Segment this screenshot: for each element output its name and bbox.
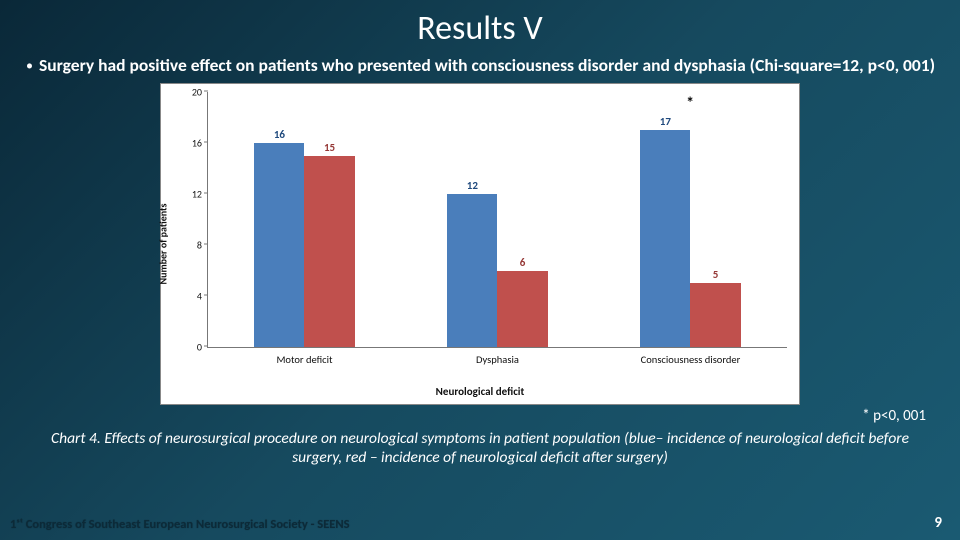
- significance-asterisk: *: [686, 94, 694, 113]
- page-title: Results V: [0, 0, 960, 49]
- ytick-label: 0: [174, 341, 202, 354]
- ytick-label: 12: [174, 188, 202, 201]
- bar-value-label: 16: [254, 128, 304, 141]
- page-number: 9: [934, 514, 942, 532]
- ytick-label: 16: [174, 137, 202, 150]
- chart-caption: Chart 4. Effects of neurosurgical proced…: [0, 425, 960, 468]
- bar-after: [304, 156, 354, 347]
- chart-xlabel: Neurological deficit: [161, 385, 799, 398]
- category-label: Consciousness disorder: [594, 347, 787, 366]
- chart-ylabel: Number of patients: [157, 204, 170, 285]
- bar-group: 1615Motor deficit: [208, 92, 401, 347]
- bar-value-label: 17: [640, 115, 690, 128]
- bar-group: 126Dysphasia: [401, 92, 594, 347]
- ytick-label: 8: [174, 239, 202, 252]
- bar-after: [497, 271, 547, 348]
- bar-value-label: 5: [690, 268, 740, 281]
- significance-footnote: * p<0, 001: [0, 405, 960, 425]
- bar-before: [640, 130, 690, 347]
- bar-after: [690, 283, 740, 347]
- ytick-label: 4: [174, 290, 202, 303]
- category-label: Motor deficit: [208, 347, 401, 366]
- bar-value-label: 12: [447, 179, 497, 192]
- bar-value-label: 15: [304, 141, 354, 154]
- footer-congress: 1ˢᵗ Congress of Southeast European Neuro…: [10, 517, 350, 532]
- ytick-label: 20: [174, 86, 202, 99]
- bullet-text: Surgery had positive effect on patients …: [39, 55, 935, 77]
- bar-value-label: 6: [497, 256, 547, 269]
- chart-plot-area: 0481216201615Motor deficit126Dysphasia17…: [207, 92, 787, 348]
- bullet-marker: •: [26, 55, 33, 77]
- category-label: Dysphasia: [401, 347, 594, 366]
- bar-before: [254, 143, 304, 347]
- bar-before: [447, 194, 497, 347]
- bar-group: 175Consciousness disorder: [594, 92, 787, 347]
- bullet-item: • Surgery had positive effect on patient…: [0, 49, 960, 77]
- chart-container: Number of patients 0481216201615Motor de…: [160, 83, 800, 405]
